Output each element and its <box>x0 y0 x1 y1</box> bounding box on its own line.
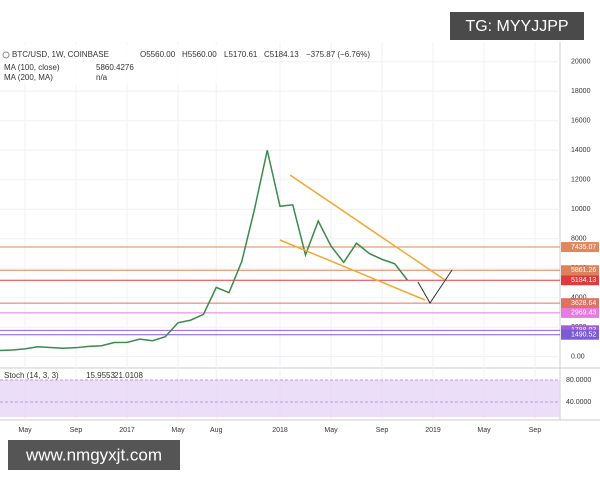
symbol: BTC/USD, 1W, COINBASE <box>12 50 109 59</box>
footer: www.nmgyxjt.com <box>25 445 162 464</box>
x-tick-label: 2017 <box>119 427 135 434</box>
projection <box>417 269 453 304</box>
y-tick-label: 14000 <box>571 147 591 154</box>
x-tick-label: May <box>18 427 32 434</box>
open: O5560.00 <box>140 50 176 59</box>
level-tag <box>561 242 599 253</box>
stoch-d: 21.0108 <box>114 371 143 380</box>
indicator-name: MA (200, MA) <box>4 73 53 82</box>
footer-box <box>8 440 180 470</box>
x-tick-label: 2019 <box>425 427 441 434</box>
x-tick-label: 2018 <box>272 427 288 434</box>
x-tick-label: Sep <box>376 427 389 434</box>
stoch-title: Stoch (14, 3, 3) <box>4 371 59 380</box>
indicator-name: MA (100, close) <box>4 63 60 72</box>
x-tick-label: Sep <box>529 427 542 434</box>
y-tick-label: 8000 <box>571 236 587 243</box>
y-tick-label: 0.00 <box>571 354 585 361</box>
x-tick-label: May <box>324 427 338 434</box>
x-tick-label: Aug <box>210 427 223 434</box>
stoch-tick-label: 40.0000 <box>566 399 591 406</box>
watermark-box <box>450 12 584 40</box>
x-tick-label: May <box>477 427 491 434</box>
change: −375.87 (−6.76%) <box>306 50 370 59</box>
level-label: 1490.52 <box>571 332 596 339</box>
stoch-tick-label: 80.0000 <box>566 377 591 384</box>
price-line <box>0 150 409 352</box>
level-tag <box>561 298 599 309</box>
low: L5170.61 <box>224 50 258 59</box>
level-tag <box>561 265 599 276</box>
indicator-value: 5860.4276 <box>96 63 134 72</box>
symbol-icon <box>2 51 10 59</box>
y-tick-label: 10000 <box>571 206 591 213</box>
level-tag <box>561 329 599 340</box>
level-label: 2969.43 <box>571 310 596 317</box>
plot: 0.00200040006000800010000120001400016000… <box>0 42 599 434</box>
y-tick-label: 12000 <box>571 177 591 184</box>
level-tag <box>561 307 599 318</box>
close: C5184.13 <box>264 50 299 59</box>
y-tick-label: 18000 <box>571 88 591 95</box>
stoch-band <box>0 380 560 417</box>
indicator-value: n/a <box>96 73 108 82</box>
trendline <box>289 174 446 281</box>
y-tick-label: 20000 <box>571 59 591 66</box>
y-tick-label: 16000 <box>571 118 591 125</box>
level-label: 3628.64 <box>571 300 596 307</box>
trendline <box>279 239 426 301</box>
level-tag <box>561 275 599 286</box>
stoch-k: 15.9553 <box>86 371 115 380</box>
x-tick-label: May <box>171 427 185 434</box>
legend-bg <box>0 44 250 84</box>
high: H5560.00 <box>182 50 217 59</box>
x-tick-label: Sep <box>70 427 83 434</box>
level-label: 5861.26 <box>571 267 596 274</box>
level-label: 7435.07 <box>571 244 596 251</box>
watermark: TG: MYYJJPP <box>465 18 568 35</box>
level-label: 5184.13 <box>571 277 596 284</box>
y-tick-label: 4000 <box>571 295 587 302</box>
